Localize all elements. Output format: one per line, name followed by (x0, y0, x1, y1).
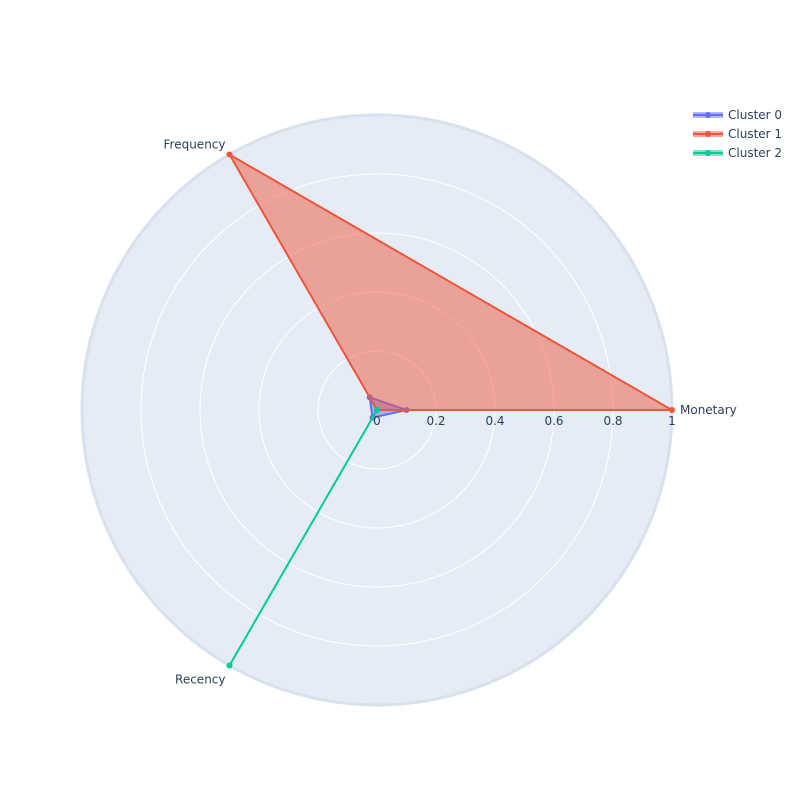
legend-item-2: Cluster 2 (693, 146, 782, 160)
axis-label-monetary: Monetary (680, 403, 737, 417)
radial-tick-label: 0.8 (603, 414, 622, 428)
series-point-2-1 (374, 407, 380, 413)
legend-label: Cluster 1 (728, 127, 782, 141)
radial-tick-label: 1 (668, 414, 676, 428)
radial-tick-label: 0.4 (485, 414, 504, 428)
series-point-2-2 (227, 662, 233, 668)
legend-label: Cluster 2 (728, 146, 782, 160)
series-point-1-1 (227, 152, 233, 158)
radial-tick-label: 0.2 (426, 414, 445, 428)
legend-swatch-marker (705, 150, 711, 156)
legend-swatch-marker (705, 112, 711, 118)
axis-label-frequency: Frequency (164, 138, 226, 152)
series-point-1-0 (669, 407, 675, 413)
legend: Cluster 0 Cluster 1 Cluster 2 (693, 108, 782, 160)
legend-item-1: Cluster 1 (693, 127, 782, 141)
axis-label-recency: Recency (175, 672, 225, 686)
radial-tick-label: 0.6 (544, 414, 563, 428)
radial-tick-label: 0 (373, 414, 381, 428)
legend-item-0: Cluster 0 (693, 108, 782, 122)
legend-swatch-marker (705, 131, 711, 137)
legend-label: Cluster 0 (728, 108, 782, 122)
